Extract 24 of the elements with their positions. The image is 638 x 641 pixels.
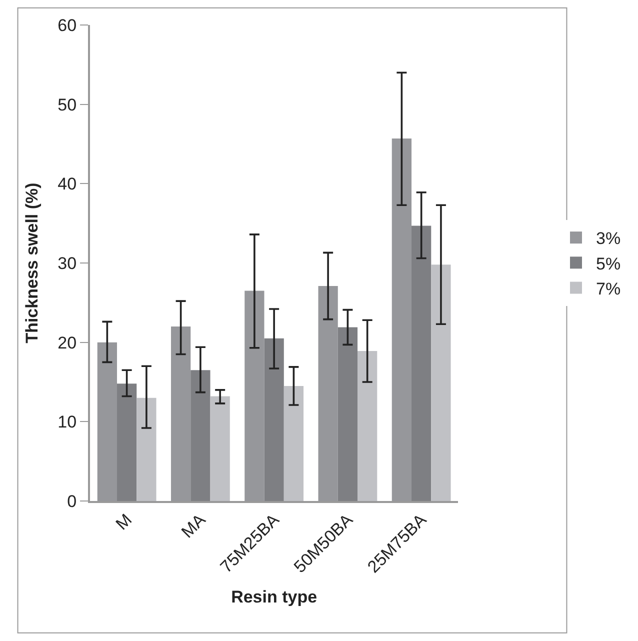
y-tick-label: 40: [58, 174, 77, 194]
bar: [338, 327, 358, 501]
legend-label: 7%: [596, 279, 621, 298]
bar: [412, 226, 432, 501]
y-axis-title: Thickness swell (%): [22, 182, 42, 344]
bar: [431, 264, 451, 501]
bar: [190, 370, 210, 501]
bar: [284, 386, 304, 501]
legend-label: 3%: [596, 229, 621, 248]
bar: [117, 384, 137, 501]
bar: [358, 351, 378, 501]
y-tick-label: 50: [58, 95, 77, 114]
legend-label: 5%: [596, 254, 621, 274]
y-tick-label: 30: [58, 254, 77, 273]
bar: [210, 396, 230, 501]
x-tick-label: M: [112, 510, 136, 534]
bar: [136, 398, 156, 501]
y-tick-label: 20: [58, 333, 77, 352]
bar: [264, 338, 284, 501]
y-tick-label: 60: [58, 16, 77, 35]
x-axis-title: Resin type: [231, 587, 318, 606]
y-tick-label: 0: [67, 492, 77, 511]
y-tick-label: 10: [58, 412, 77, 432]
x-tick-label: MA: [178, 510, 210, 542]
